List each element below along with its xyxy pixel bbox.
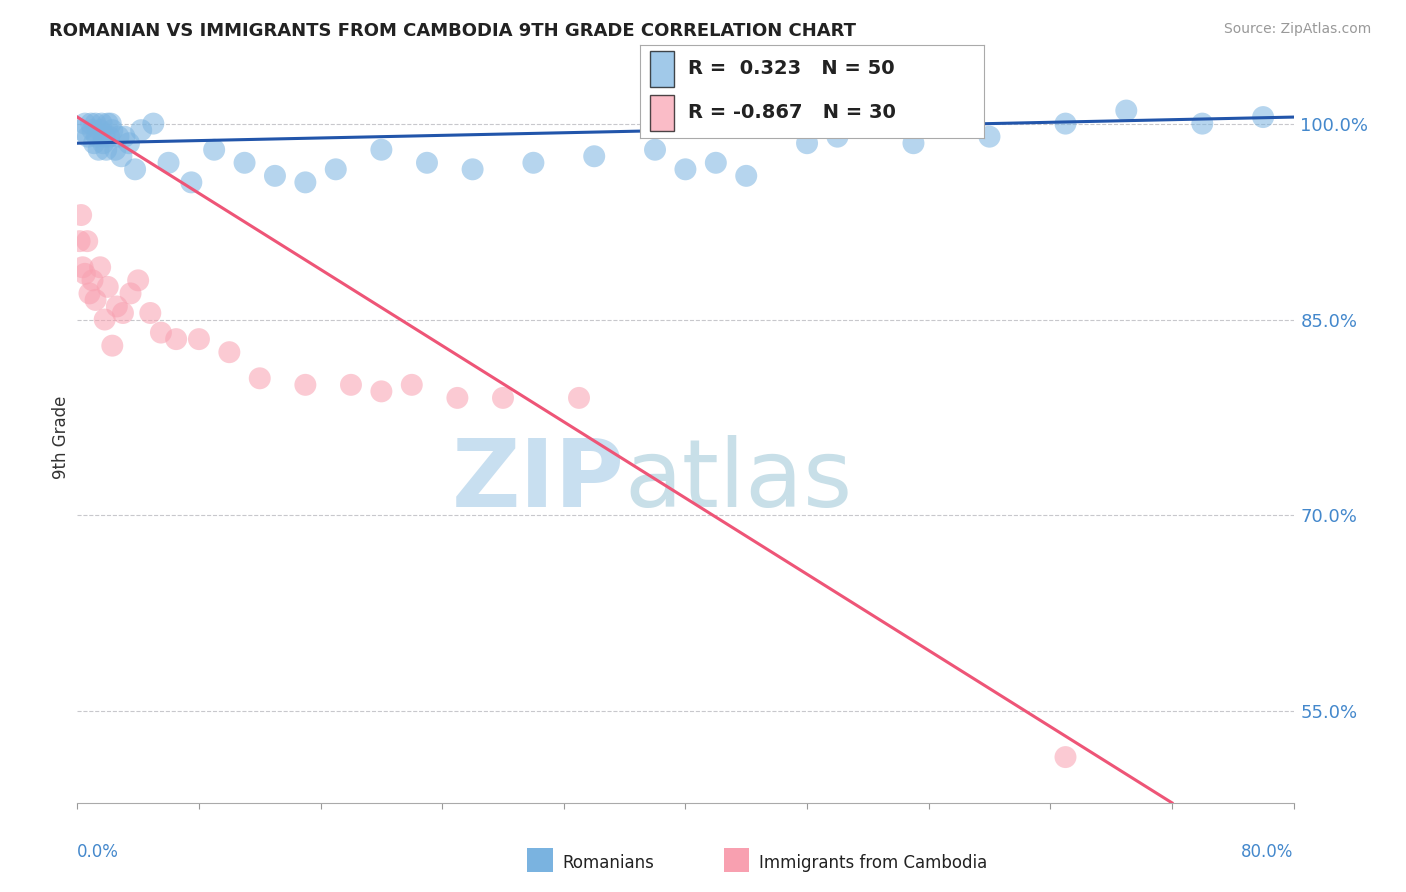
Text: 0.0%: 0.0% [77,843,120,861]
Point [107,129,129,144]
Point [82,123,104,137]
Point [100,117,122,131]
Point [233,155,256,169]
Point [202,143,225,157]
Point [91,136,114,151]
Point [120,286,142,301]
Point [1251,110,1274,124]
Point [522,155,544,169]
Point [461,162,484,177]
Point [446,391,468,405]
Text: ROMANIAN VS IMMIGRANTS FROM CAMBODIA 9TH GRADE CORRELATION CHART: ROMANIAN VS IMMIGRANTS FROM CAMBODIA 9TH… [49,22,856,40]
Point [69,234,91,248]
Point [294,377,316,392]
Point [124,162,146,177]
Point [827,129,849,144]
Point [97,280,120,294]
Point [735,169,758,183]
Point [325,162,347,177]
Point [796,136,818,151]
Point [110,149,132,163]
Point [142,117,165,131]
Text: atlas: atlas [624,435,853,527]
Point [82,273,104,287]
Point [149,326,172,340]
Point [1191,117,1213,131]
Point [127,273,149,287]
Point [70,123,93,137]
Point [401,377,423,392]
Point [79,286,101,301]
Text: Immigrants from Cambodia: Immigrants from Cambodia [759,855,987,872]
Point [568,391,591,405]
Text: ZIP: ZIP [451,435,624,527]
Point [84,117,107,131]
Point [903,136,925,151]
Point [105,300,128,314]
Point [73,117,96,131]
Point [97,117,120,131]
Point [93,129,115,144]
Point [644,143,666,157]
Point [139,306,162,320]
Point [188,332,211,346]
Point [77,129,100,144]
Text: R =  0.323   N = 50: R = 0.323 N = 50 [688,60,894,78]
Point [89,260,111,275]
FancyBboxPatch shape [650,95,675,131]
Text: Romanians: Romanians [562,855,654,872]
Point [96,143,118,157]
Point [583,149,606,163]
Point [73,267,96,281]
Point [83,136,105,151]
Point [101,339,124,353]
Point [118,136,141,151]
Point [80,117,103,131]
Point [111,306,134,320]
Point [104,143,127,157]
Point [416,155,439,169]
Point [1054,750,1077,764]
Point [86,129,108,144]
Text: R = -0.867   N = 30: R = -0.867 N = 30 [688,103,896,122]
Point [76,234,98,248]
Point [340,377,363,392]
Text: Source: ZipAtlas.com: Source: ZipAtlas.com [1223,22,1371,37]
Point [492,391,515,405]
Point [264,169,287,183]
Point [1115,103,1137,118]
Point [87,143,110,157]
FancyBboxPatch shape [650,51,675,87]
Point [165,332,187,346]
Point [249,371,271,385]
Text: 80.0%: 80.0% [1241,843,1294,861]
Point [101,123,124,137]
Point [129,123,152,137]
Point [704,155,727,169]
Point [370,143,392,157]
Point [70,208,93,222]
Point [294,175,316,189]
Point [979,129,1001,144]
Point [72,260,94,275]
Point [157,155,180,169]
Y-axis label: 9th Grade: 9th Grade [52,395,70,479]
Point [180,175,202,189]
Point [675,162,697,177]
Point [84,293,107,307]
Point [98,129,121,144]
Point [114,129,136,144]
Point [93,312,115,326]
Point [370,384,392,399]
Point [90,117,112,131]
Point [89,123,111,137]
Point [218,345,240,359]
Point [1054,117,1077,131]
